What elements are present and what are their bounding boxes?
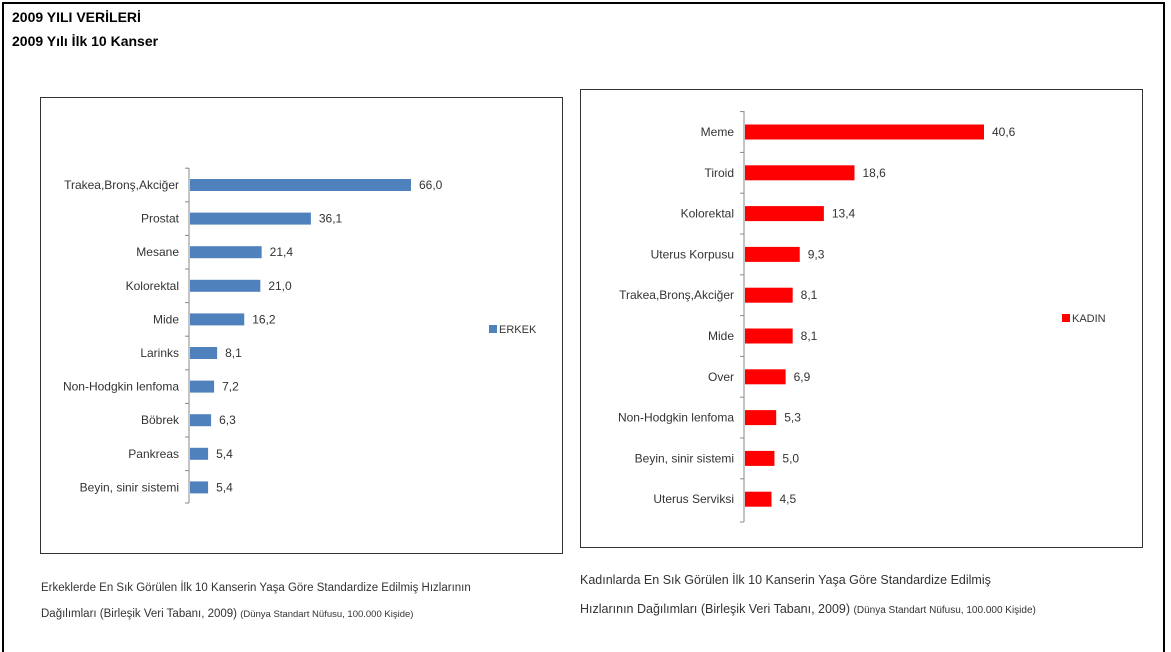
category-label: Kolorektal <box>126 279 179 293</box>
bar-erkek <box>190 279 261 292</box>
chart-kadin: Meme 40,6 Tiroid 18,6 Kolorektal 13,4 Uterus K… <box>618 111 1106 523</box>
bar-kadin <box>745 124 984 140</box>
category-label: Trakea,Bronş,Akciğer <box>619 288 734 302</box>
category-label: Beyin, sinir sistemi <box>80 480 179 494</box>
data-label: 5,4 <box>216 447 233 461</box>
page-subtitle: 2009 Yılı İlk 10 Kanser <box>12 33 159 49</box>
bar-kadin <box>745 450 775 466</box>
data-label: 8,1 <box>801 288 818 302</box>
chart-panel-erkek: Trakea,Bronş,Akciğer 66,0 Prostat 36,1 Mesan… <box>40 97 563 554</box>
data-label: 40,6 <box>992 125 1016 139</box>
data-label: 8,1 <box>225 346 242 360</box>
category-label: Uterus Korpusu <box>651 247 734 261</box>
data-label: 6,9 <box>794 370 811 384</box>
data-label: 13,4 <box>832 207 856 221</box>
bar-erkek <box>190 380 215 393</box>
bar-erkek <box>190 347 218 359</box>
bar-erkek <box>190 246 262 259</box>
data-label: 21,4 <box>270 245 294 259</box>
chart-panel-kadin: Meme 40,6 Tiroid 18,6 Kolorektal 13,4 Uterus K… <box>580 89 1143 548</box>
category-label: Pankreas <box>128 447 179 461</box>
bar-kadin <box>745 328 793 344</box>
category-label: Tiroid <box>704 166 734 180</box>
category-label: Over <box>708 370 734 384</box>
data-label: 18,6 <box>862 166 886 180</box>
category-label: Kolorektal <box>681 207 734 221</box>
bar-erkek <box>190 212 311 225</box>
bar-kadin <box>745 287 793 303</box>
data-label: 4,5 <box>779 492 796 506</box>
chart-erkek: Trakea,Bronş,Akciğer 66,0 Prostat 36,1 Mesan… <box>63 167 537 504</box>
data-label: 8,1 <box>801 329 818 343</box>
legend-label: ERKEK <box>499 324 537 336</box>
category-label: Meme <box>701 125 735 139</box>
bar-kadin <box>745 206 824 222</box>
category-label: Non-Hodgkin lenfoma <box>63 380 179 394</box>
data-label: 66,0 <box>419 178 443 192</box>
data-label: 5,0 <box>782 451 799 465</box>
bar-kadin <box>745 410 777 426</box>
category-label: Böbrek <box>141 413 180 427</box>
caption-kadin-source: Hızlarının Dağılımları (Birleşik Veri Ta… <box>580 602 851 616</box>
category-label: Prostat <box>141 212 180 226</box>
data-label: 36,1 <box>319 212 343 226</box>
category-label: Mesane <box>136 245 179 259</box>
data-label: 5,4 <box>216 480 233 494</box>
category-label: Larinks <box>140 346 179 360</box>
caption-kadin-line1: Kadınlarda En Sık Görülen İlk 10 Kanseri… <box>580 573 991 587</box>
page-title: 2009 YILI VERİLERİ <box>12 9 141 25</box>
caption-kadin-line2: Hızlarının Dağılımları (Birleşik Veri Ta… <box>580 595 1150 625</box>
category-label: Trakea,Bronş,Akciğer <box>64 178 179 192</box>
caption-kadin-note: (Dünya Standart Nüfusu, 100.000 Kişide) <box>853 605 1036 616</box>
data-label: 16,2 <box>252 312 276 326</box>
data-label: 21,0 <box>268 279 292 293</box>
data-label: 6,3 <box>219 413 236 427</box>
legend-label: KADIN <box>1072 313 1106 325</box>
data-label: 5,3 <box>784 411 801 425</box>
caption-erkek-line2: Dağılımları (Birleşik Veri Tabanı, 2009)… <box>41 601 571 628</box>
category-label: Mide <box>153 312 179 326</box>
legend-swatch <box>1062 314 1070 322</box>
data-label: 9,3 <box>808 247 825 261</box>
bar-kadin <box>745 246 800 262</box>
legend-swatch <box>489 325 497 333</box>
data-label: 7,2 <box>222 380 239 394</box>
bar-erkek <box>190 447 209 460</box>
bar-kadin <box>745 165 855 181</box>
category-label: Beyin, sinir sistemi <box>635 451 734 465</box>
caption-erkek-line1: Erkeklerde En Sık Görülen İlk 10 Kanseri… <box>41 582 471 594</box>
caption-kadin: Kadınlarda En Sık Görülen İlk 10 Kanseri… <box>580 566 1150 625</box>
category-label: Mide <box>708 329 734 343</box>
category-label: Uterus Serviksi <box>653 492 734 506</box>
category-label: Non-Hodgkin lenfoma <box>618 411 734 425</box>
caption-erkek: Erkeklerde En Sık Görülen İlk 10 Kanseri… <box>41 575 571 628</box>
bar-erkek <box>190 313 245 326</box>
caption-erkek-source: Dağılımları (Birleşik Veri Tabanı, 2009) <box>41 608 238 620</box>
bar-kadin <box>745 369 786 385</box>
bar-kadin <box>745 491 772 507</box>
bar-erkek <box>190 481 209 494</box>
caption-erkek-note: (Dünya Standart Nüfusu, 100.000 Kişide) <box>240 609 414 620</box>
bar-erkek <box>190 179 411 191</box>
bar-erkek <box>190 414 212 427</box>
